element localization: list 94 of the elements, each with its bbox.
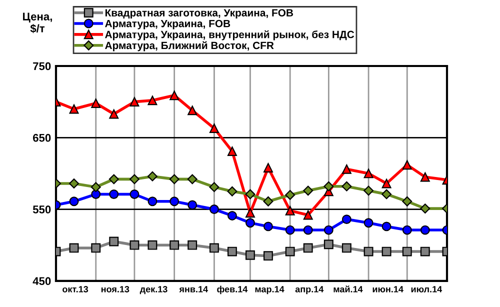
point [420, 172, 430, 182]
x-tick-label: май.14 [334, 286, 363, 292]
point [342, 214, 352, 224]
legend-label: Арматура, Украина, FOB [105, 20, 230, 30]
point [402, 196, 412, 206]
point [169, 174, 180, 184]
point [285, 190, 296, 200]
y-tick-label: 750 [33, 62, 51, 70]
point [364, 168, 374, 178]
point [245, 189, 256, 200]
point [108, 174, 119, 184]
point [69, 196, 79, 206]
point [209, 124, 219, 134]
point [227, 246, 237, 256]
point [382, 222, 392, 232]
x-tick-label: фев.14 [217, 286, 248, 294]
y-tick-label: 450 [32, 277, 51, 286]
point [285, 246, 295, 256]
point [170, 240, 180, 250]
legend-label: Арматура, Ближний Восток, CFR [105, 41, 274, 52]
point [264, 222, 273, 232]
point [382, 246, 392, 256]
point [342, 243, 352, 253]
point [245, 218, 255, 228]
point [187, 174, 198, 184]
point [382, 178, 392, 188]
point [148, 196, 158, 206]
point [69, 104, 79, 114]
point [227, 186, 238, 196]
y-axis-title: Цена, $/т [23, 12, 52, 34]
x-tick-label: окт.13 [62, 286, 88, 292]
point [69, 243, 79, 253]
point [188, 240, 198, 250]
point [324, 225, 334, 235]
point [188, 106, 198, 116]
point [209, 204, 219, 214]
point [263, 196, 274, 206]
point [130, 97, 140, 107]
point [130, 240, 140, 250]
x-tick-label: дек.13 [140, 286, 168, 294]
point [420, 246, 430, 256]
point [129, 174, 140, 184]
legend-label: Квадратная заготовка, Украина, FOB [105, 9, 294, 19]
point [147, 171, 158, 182]
point [209, 182, 220, 192]
point [342, 164, 352, 174]
x-tick-label: июн.14 [372, 286, 404, 292]
point [148, 240, 158, 250]
point [90, 182, 101, 192]
point [324, 181, 334, 192]
point [420, 204, 430, 214]
point [209, 243, 219, 253]
point [69, 178, 79, 188]
point [364, 186, 374, 196]
point [91, 98, 101, 108]
point [324, 240, 334, 250]
x-tick-label: янв.14 [179, 286, 208, 292]
point [148, 96, 158, 106]
point [303, 210, 313, 220]
point [264, 163, 273, 172]
point [91, 243, 101, 253]
point [402, 160, 412, 170]
point [342, 181, 352, 192]
legend-label: Арматура, Украина, внутренний рынок, без НДС [105, 30, 354, 40]
point [303, 225, 313, 235]
y-tick-label: 650 [33, 134, 51, 142]
x-tick-label: ноя.13 [101, 286, 130, 292]
point [245, 250, 255, 260]
point [109, 190, 119, 199]
point [364, 246, 374, 256]
point [264, 251, 273, 261]
y-tick-label: 550 [32, 206, 51, 214]
point [109, 236, 119, 246]
point [420, 225, 430, 235]
point [227, 210, 237, 220]
x-tick-label: мар.14 [255, 286, 284, 294]
point [170, 196, 180, 206]
point [227, 146, 237, 156]
point [170, 90, 180, 100]
point [382, 189, 392, 200]
point [245, 208, 255, 218]
point [188, 200, 198, 210]
point [109, 109, 119, 119]
point [402, 246, 412, 256]
point [285, 206, 295, 216]
point [402, 225, 412, 235]
point [303, 243, 313, 253]
point [285, 225, 295, 235]
point [91, 190, 101, 199]
x-tick-label: июл.14 [411, 286, 442, 292]
point [303, 186, 314, 196]
point [130, 190, 140, 199]
x-tick-label: апр.14 [295, 286, 324, 294]
point [364, 218, 374, 228]
